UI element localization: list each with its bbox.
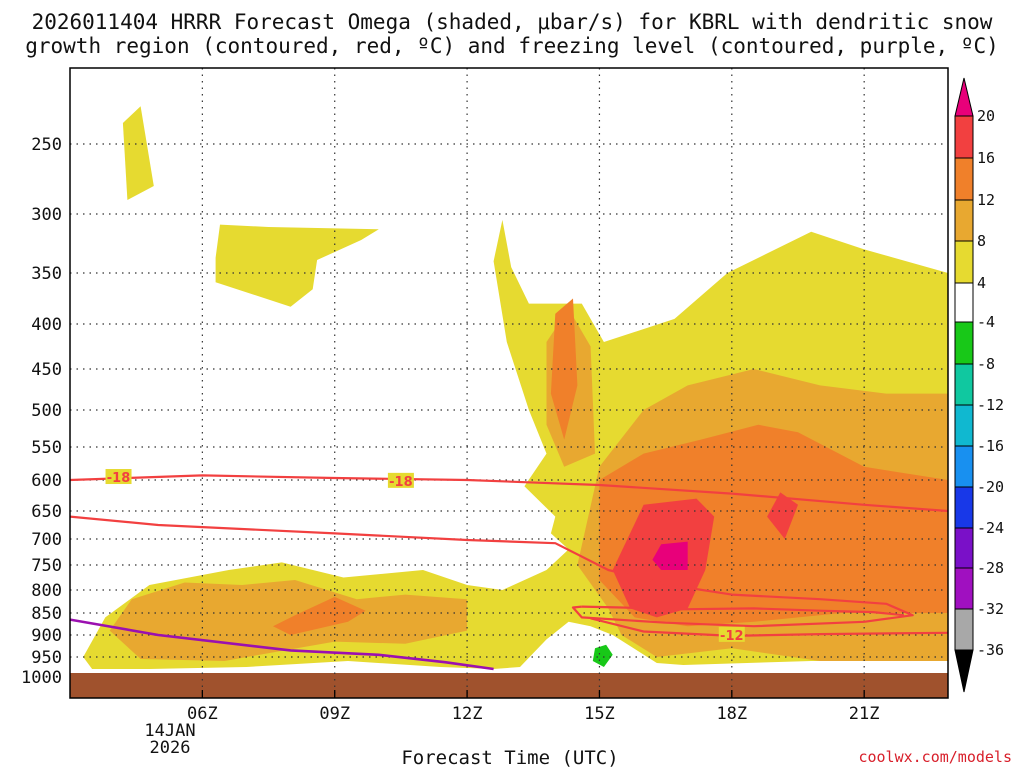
colorbar-top-arrow <box>954 77 974 117</box>
x-date-label-year: 2026 <box>150 738 191 758</box>
y-tick-900: 900 <box>31 626 62 646</box>
omega-region-12 <box>592 644 613 667</box>
colorbar-bin-8 <box>954 445 974 488</box>
chart-title-line2: growth region (contoured, red, ºC) and f… <box>25 34 999 58</box>
colorbar-bin-12 <box>954 608 974 651</box>
y-tick-550: 550 <box>31 438 62 458</box>
y-tick-950: 950 <box>31 648 62 668</box>
x-axis-ticks: 06Z 09Z 12Z 15Z 18Z 21Z <box>187 690 880 724</box>
colorbar-bin-2 <box>954 199 974 242</box>
colorbar-label-5: -4 <box>977 313 995 331</box>
colorbar-bin-10 <box>954 527 974 569</box>
x-tick-15Z: 15Z <box>584 704 615 724</box>
omega-region-0 <box>122 106 154 200</box>
x-tick-12Z: 12Z <box>452 704 483 724</box>
x-tick-18Z: 18Z <box>716 704 747 724</box>
contour-label-1: -18 <box>389 475 413 490</box>
colorbar-label-10: -24 <box>977 519 1004 537</box>
omega-region-1 <box>215 224 379 307</box>
x-tick-09Z: 09Z <box>319 704 350 724</box>
colorbar-label-13: -36 <box>977 641 1004 659</box>
contour-4 <box>70 618 494 671</box>
colorbar-bin-6 <box>954 363 974 406</box>
contour-0 <box>70 474 948 513</box>
y-tick-700: 700 <box>31 530 62 550</box>
y-tick-250: 250 <box>31 135 62 155</box>
x-tick-21Z: 21Z <box>849 704 880 724</box>
colorbar-bin-7 <box>954 404 974 447</box>
colorbar-bin-4 <box>954 282 974 323</box>
contour-1 <box>70 515 914 628</box>
y-tick-600: 600 <box>31 471 62 491</box>
colorbar-label-7: -12 <box>977 396 1004 414</box>
y-tick-400: 400 <box>31 315 62 335</box>
colorbar-label-8: -16 <box>977 437 1004 455</box>
colorbar-label-1: 16 <box>977 149 995 167</box>
contour-lines <box>70 474 948 671</box>
y-tick-1000: 1000 <box>21 668 62 688</box>
colorbar-label-9: -20 <box>977 478 1004 496</box>
y-tick-300: 300 <box>31 205 62 225</box>
y-axis-ticks: 2503003504004505005506006507007508008509… <box>21 135 62 688</box>
y-tick-650: 650 <box>31 502 62 522</box>
contour-2 <box>581 605 905 617</box>
colorbar-bin-1 <box>954 157 974 201</box>
contour-label-bg-0 <box>105 469 132 485</box>
colorbar-bottom-arrow <box>954 649 974 693</box>
contour-label-0: -18 <box>107 471 131 486</box>
y-tick-850: 850 <box>31 604 62 624</box>
colorbar: 20 16 12 8 4 -4 -8 -12 -16 -20 -24 -28 -32 -36 <box>954 77 1004 693</box>
omega-shading <box>83 106 948 669</box>
credit-text: coolwx.com/models <box>858 748 1012 766</box>
plot-frame <box>69 67 949 699</box>
contour-labels: -18 -18 -12 <box>105 469 745 644</box>
omega-region-11 <box>652 541 688 570</box>
colorbar-label-6: -8 <box>977 355 995 373</box>
omega-region-6 <box>273 596 366 635</box>
colorbar-bin-9 <box>954 486 974 529</box>
ground-band <box>70 673 948 698</box>
colorbar-label-2: 12 <box>977 191 995 209</box>
gridlines <box>70 68 948 698</box>
y-tick-750: 750 <box>31 556 62 576</box>
contour-label-bg-1 <box>387 472 414 488</box>
y-tick-350: 350 <box>31 264 62 284</box>
colorbar-bin-0 <box>954 115 974 159</box>
colorbar-bin-3 <box>954 240 974 284</box>
x-date-label-day: 14JAN <box>144 721 195 741</box>
colorbar-label-12: -32 <box>977 600 1004 618</box>
colorbar-label-0: 20 <box>977 107 995 125</box>
colorbar-label-3: 8 <box>977 232 986 250</box>
x-tick-06Z: 06Z <box>187 704 218 724</box>
y-tick-800: 800 <box>31 581 62 601</box>
colorbar-label-11: -28 <box>977 559 1004 577</box>
colorbar-bin-11 <box>954 567 974 610</box>
colorbar-bin-5 <box>954 321 974 365</box>
omega-region-10 <box>767 492 798 539</box>
y-tick-500: 500 <box>31 401 62 421</box>
contour-label-bg-2 <box>718 626 745 642</box>
plot-area: -18 -18 -12 <box>70 68 948 698</box>
x-axis-label: Forecast Time (UTC) <box>401 747 618 768</box>
chart-title-line1: 2026011404 HRRR Forecast Omega (shaded, … <box>32 10 993 34</box>
y-tick-450: 450 <box>31 360 62 380</box>
colorbar-label-4: 4 <box>977 274 986 292</box>
contour-label-2: -12 <box>720 629 744 644</box>
